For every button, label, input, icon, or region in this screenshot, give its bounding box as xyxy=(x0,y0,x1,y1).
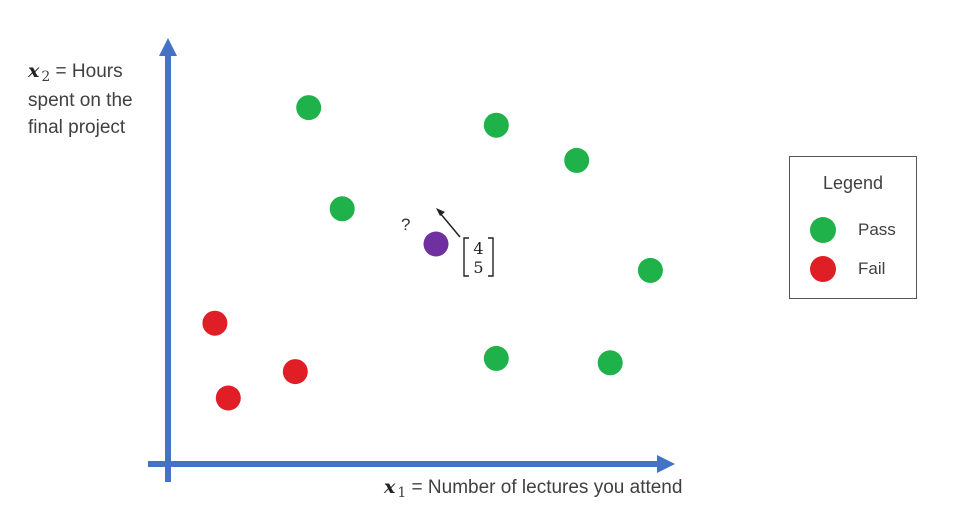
y-axis-variable: x xyxy=(28,60,40,82)
vector-bottom-value: 5 xyxy=(473,258,483,277)
point-fail-2 xyxy=(215,385,241,411)
vector-top-value: 4 xyxy=(473,239,483,258)
point-pass-6 xyxy=(483,345,509,371)
point-pass-3 xyxy=(483,112,509,138)
y-axis-label-line1: Hours xyxy=(71,61,123,82)
y-axis-equals: = xyxy=(55,61,67,82)
legend-label-pass: Pass xyxy=(858,220,896,239)
query-pointer-arrow xyxy=(439,212,461,238)
legend-title: Legend xyxy=(822,173,884,193)
query-point-label: ? xyxy=(401,215,411,234)
y-axis-subscript: 2 xyxy=(41,69,51,85)
legend-item-fail: Fail xyxy=(810,256,885,282)
y-axis-label-line2: spent on the xyxy=(28,90,133,111)
x-axis-variable: x xyxy=(384,476,396,498)
legend-swatch-pass xyxy=(810,217,836,243)
legend-item-pass: Pass xyxy=(810,217,896,243)
legend-label-fail: Fail xyxy=(858,259,886,278)
y-axis-label-line3: final project xyxy=(28,117,126,138)
query-vector: 4 5 xyxy=(463,237,494,277)
point-pass-4 xyxy=(564,147,590,173)
point-pass-5 xyxy=(637,257,663,283)
x-axis-arrowhead xyxy=(657,455,675,473)
legend-swatch-fail xyxy=(810,256,836,282)
point-pass-1 xyxy=(296,95,322,121)
vector-left-bracket xyxy=(463,237,469,277)
x-axis-equals: = xyxy=(411,477,423,498)
point-query-1 xyxy=(423,231,449,257)
y-axis-arrowhead xyxy=(159,38,177,56)
x-axis-subscript: 1 xyxy=(397,485,407,501)
point-fail-3 xyxy=(282,359,308,385)
point-pass-2 xyxy=(329,196,355,222)
query-pointer-arrowhead xyxy=(436,208,445,216)
data-points xyxy=(202,95,663,411)
legend: Legend Pass Fail xyxy=(789,156,917,299)
point-fail-1 xyxy=(202,310,228,336)
x-axis-label-text: Number of lectures you attend xyxy=(427,477,683,498)
vector-right-bracket xyxy=(488,237,494,277)
point-pass-7 xyxy=(597,350,623,376)
